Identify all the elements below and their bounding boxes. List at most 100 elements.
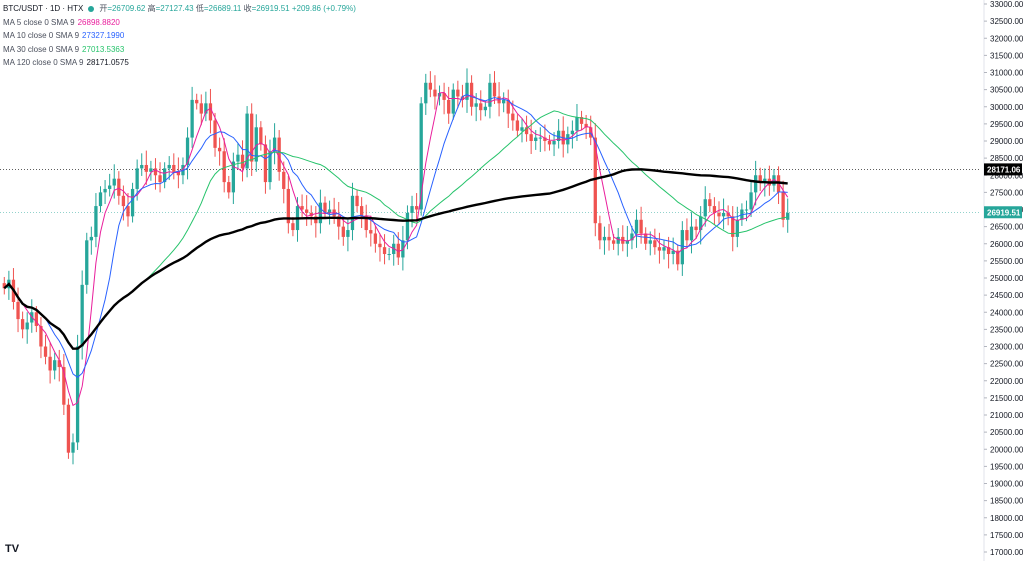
candle-body — [286, 188, 290, 224]
indicator-ma5[interactable]: MA 5 close 0 SMA 9 26898.8820 — [3, 16, 356, 30]
candle-body — [781, 192, 785, 220]
candle-body — [108, 185, 112, 189]
candle-body — [653, 240, 657, 248]
candle-body — [680, 230, 684, 265]
candle-body — [772, 175, 776, 186]
candle-body — [231, 161, 236, 193]
candle-body — [410, 206, 414, 213]
ohlc-values: 开=26709.62 高=27127.43 低=26689.11 收=26919… — [99, 2, 356, 16]
candle-body — [80, 284, 84, 347]
candle-body — [575, 117, 579, 131]
candle-body — [749, 192, 753, 210]
y-tick-label: 22000.00 — [990, 377, 1024, 386]
candle-body — [373, 233, 378, 244]
indicator-label: MA 5 close 0 SMA 9 — [3, 17, 75, 27]
candle-body — [162, 168, 167, 183]
candle-body — [584, 123, 588, 128]
candle-body — [460, 96, 465, 100]
candle-body — [71, 442, 75, 453]
price-label-box — [984, 206, 1022, 219]
y-tick-label: 29000.00 — [990, 137, 1024, 146]
candle-body — [717, 212, 721, 217]
candle-body — [726, 212, 730, 217]
candle-body — [359, 206, 364, 217]
candle-body — [282, 171, 286, 189]
candle-body — [708, 199, 712, 207]
candle-body — [305, 209, 309, 213]
candle-body — [121, 195, 126, 207]
y-tick-label: 31000.00 — [990, 69, 1024, 78]
candle-body — [662, 247, 666, 251]
candle-body — [126, 206, 130, 217]
low-value: =26689.11 — [203, 4, 242, 13]
indicator-ma30[interactable]: MA 30 close 0 SMA 9 27013.5363 — [3, 43, 356, 57]
candle-body — [140, 164, 144, 169]
candle-body — [158, 175, 162, 183]
y-tick-label: 20500.00 — [990, 428, 1024, 437]
candle-body — [250, 113, 254, 162]
candle-body — [2, 283, 6, 289]
candle-body — [506, 99, 510, 114]
candle-body — [579, 117, 584, 124]
candle-body — [414, 206, 419, 210]
y-tick-label: 24000.00 — [990, 308, 1024, 317]
high-label: 高 — [147, 4, 156, 13]
candle-body — [630, 233, 634, 241]
tradingview-logo-icon[interactable]: TV — [5, 543, 20, 555]
candle-body — [364, 216, 368, 231]
symbol-title[interactable]: BTC/USDT · 1D · HTX — [3, 4, 84, 13]
candle-body — [94, 206, 98, 237]
candle-body — [753, 175, 758, 193]
candle-body — [744, 209, 749, 211]
candle-body — [204, 103, 208, 114]
candle-body — [396, 243, 400, 258]
candle-body — [465, 82, 469, 100]
ma30-line — [3, 110, 788, 350]
ma10-line — [3, 93, 788, 378]
indicator-value: 27327.1990 — [82, 31, 125, 40]
candle-body — [616, 236, 620, 244]
candle-body — [20, 319, 25, 330]
candle-body — [786, 212, 790, 220]
candle-body — [598, 223, 602, 241]
candle-body — [48, 356, 52, 371]
candle-body — [341, 226, 345, 237]
candle-body — [103, 188, 107, 193]
high-value: =27127.43 — [155, 4, 194, 13]
indicator-ma120[interactable]: MA 120 close 0 SMA 9 28171.0575 — [3, 56, 356, 70]
candle-body — [346, 230, 350, 237]
candle-body — [401, 240, 405, 258]
candle-body — [291, 223, 295, 231]
indicator-value: 26898.8820 — [77, 17, 120, 27]
candle-body — [300, 206, 304, 210]
indicator-ma10[interactable]: MA 10 close 0 SMA 9 27327.1990 — [3, 29, 356, 43]
candle-body — [217, 147, 222, 152]
candle-body — [543, 137, 547, 141]
candle-body — [694, 226, 698, 231]
candle-body — [524, 127, 529, 135]
candle-body — [657, 247, 662, 251]
candle-body — [39, 325, 43, 347]
y-tick-label: 26500.00 — [990, 223, 1024, 232]
candle-body — [552, 141, 556, 145]
candle-body — [424, 82, 428, 104]
candle-body — [570, 130, 575, 135]
candle-body — [57, 360, 61, 368]
candle-body — [227, 182, 231, 193]
candle-body — [277, 137, 281, 172]
candle-body — [547, 141, 552, 145]
candle-body — [483, 106, 487, 111]
symbol-row: BTC/USDT · 1D · HTX 开=26709.62 高=27127.4… — [3, 2, 356, 16]
candle-body — [534, 137, 538, 141]
candle-body — [208, 103, 213, 121]
price-label: 28171.06 — [987, 165, 1021, 174]
candle-body — [511, 113, 515, 121]
y-tick-label: 19000.00 — [990, 480, 1024, 489]
price-axis[interactable]: 33000.00 32500.00 32000.00 31500.00 31000.00… — [983, 0, 1024, 561]
candle-body — [181, 164, 185, 176]
candle-body — [442, 93, 446, 100]
y-tick-label: 23500.00 — [990, 325, 1024, 334]
indicator-label: MA 120 close 0 SMA 9 — [3, 58, 84, 67]
